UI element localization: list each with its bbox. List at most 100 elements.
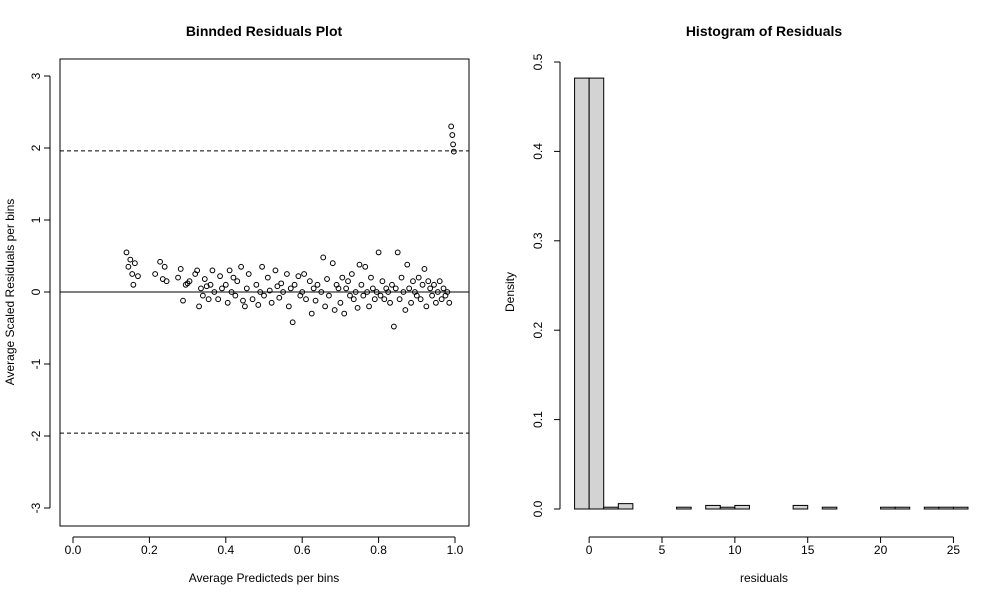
histogram-x-tick-label: 5 (659, 543, 666, 557)
scatter-point (341, 310, 348, 317)
histogram-bar (938, 506, 954, 510)
histogram-bar (588, 77, 605, 510)
scatter-point (274, 283, 281, 290)
scatter-point (427, 285, 434, 292)
scatter-point (278, 280, 285, 287)
scatter-point (390, 323, 397, 330)
histogram-title: Histogram of Residuals (686, 23, 843, 39)
scatter-point (306, 278, 313, 285)
scatter-point (322, 303, 329, 310)
scatter-point (343, 285, 350, 292)
histogram-bar (719, 506, 736, 510)
scatter-point (272, 267, 279, 274)
histogram-bar (617, 503, 634, 510)
scatter-point (291, 281, 298, 288)
scatter-point (417, 296, 424, 303)
scatter-point (243, 285, 250, 292)
histogram-bar (792, 504, 809, 510)
scatter-point (314, 281, 321, 288)
scatter-point (312, 297, 319, 304)
scatter-point (199, 292, 206, 299)
scatter-point (245, 271, 252, 277)
scatter-point (186, 278, 193, 285)
scatter-point (433, 299, 439, 306)
scatter-point (415, 274, 422, 281)
scatter-y-tick-label: 0 (29, 288, 43, 295)
scatter-y-tick-label: 3 (29, 72, 43, 79)
scatter-point (320, 254, 327, 261)
scatter-point (373, 289, 380, 295)
scatter-point (366, 303, 372, 310)
scatter-point (335, 285, 342, 292)
scatter-point (194, 267, 201, 274)
scatter-point (129, 271, 136, 277)
histogram-x-tick-label: 15 (801, 543, 815, 557)
scatter-point (228, 289, 235, 295)
scatter-point (222, 281, 229, 288)
scatter-point (354, 304, 361, 311)
scatter-point (230, 274, 237, 281)
scatter-point (259, 263, 265, 270)
histogram-x-tick-label: 25 (947, 543, 961, 557)
binned-residuals-title: Binnded Residuals Plot (186, 23, 343, 39)
scatter-point (266, 287, 273, 294)
scatter-point (381, 296, 388, 303)
histogram-bar (734, 504, 750, 510)
scatter-point (423, 303, 430, 310)
histogram-bar (603, 506, 619, 510)
histogram-bar (574, 77, 590, 510)
scatter-point (398, 274, 405, 281)
scatter-point (198, 285, 204, 292)
histogram-bar (923, 506, 940, 510)
histogram-bar (880, 506, 896, 510)
histogram-axes: 0 5 10 15 20 25 0.0 0.1 0.2 0.3 0.4 0.5 (531, 53, 960, 557)
histogram-bar (894, 506, 911, 510)
histogram-x-tick-label: 0 (586, 543, 593, 557)
scatter-point (444, 289, 451, 295)
scatter-point (362, 263, 369, 270)
scatter-point (394, 249, 401, 256)
scatter-y-tick-label: -2 (29, 430, 43, 441)
scatter-point (224, 299, 231, 306)
scatter-y-axis-label: Average Scaled Residuals per bins (3, 199, 17, 386)
scatter-point (410, 278, 416, 285)
histogram-bar (821, 506, 838, 510)
scatter-point (299, 289, 306, 295)
scatter-axes: 0.0 0.2 0.4 0.6 0.8 1.0 -3 -2 -1 0 1 2 3 (29, 72, 464, 557)
scatter-point (310, 285, 317, 292)
scatter-points (123, 123, 457, 330)
scatter-point (163, 278, 170, 285)
scatter-point (276, 294, 283, 301)
scatter-point (295, 273, 302, 280)
scatter-point (125, 263, 132, 270)
scatter-point (135, 273, 141, 280)
histogram-y-tick-label: 0.1 (531, 411, 545, 428)
scatter-point (130, 281, 137, 288)
scatter-point (284, 271, 290, 277)
scatter-point (201, 276, 208, 282)
scatter-point (352, 289, 359, 295)
scatter-point (389, 281, 395, 288)
scatter-point (152, 271, 159, 277)
scatter-point (339, 274, 346, 281)
scatter-point (215, 296, 222, 303)
scatter-point (369, 285, 376, 292)
histogram-y-tick-label: 0.3 (531, 232, 545, 249)
scatter-point (337, 299, 344, 306)
scatter-point (301, 271, 308, 277)
scatter-point (404, 261, 411, 268)
scatter-point (375, 249, 382, 256)
scatter-x-tick-label: 1.0 (447, 543, 464, 557)
scatter-point (438, 296, 445, 303)
scatter-point (280, 289, 287, 295)
scatter-point (219, 285, 225, 292)
histogram-y-axis-label: Density (503, 272, 517, 312)
scatter-point (402, 307, 409, 313)
scatter-point (157, 258, 163, 265)
scatter-point (180, 297, 186, 304)
scatter-point (431, 281, 437, 288)
scatter-point (238, 263, 244, 270)
scatter-point (440, 285, 447, 292)
scatter-point (264, 274, 271, 281)
